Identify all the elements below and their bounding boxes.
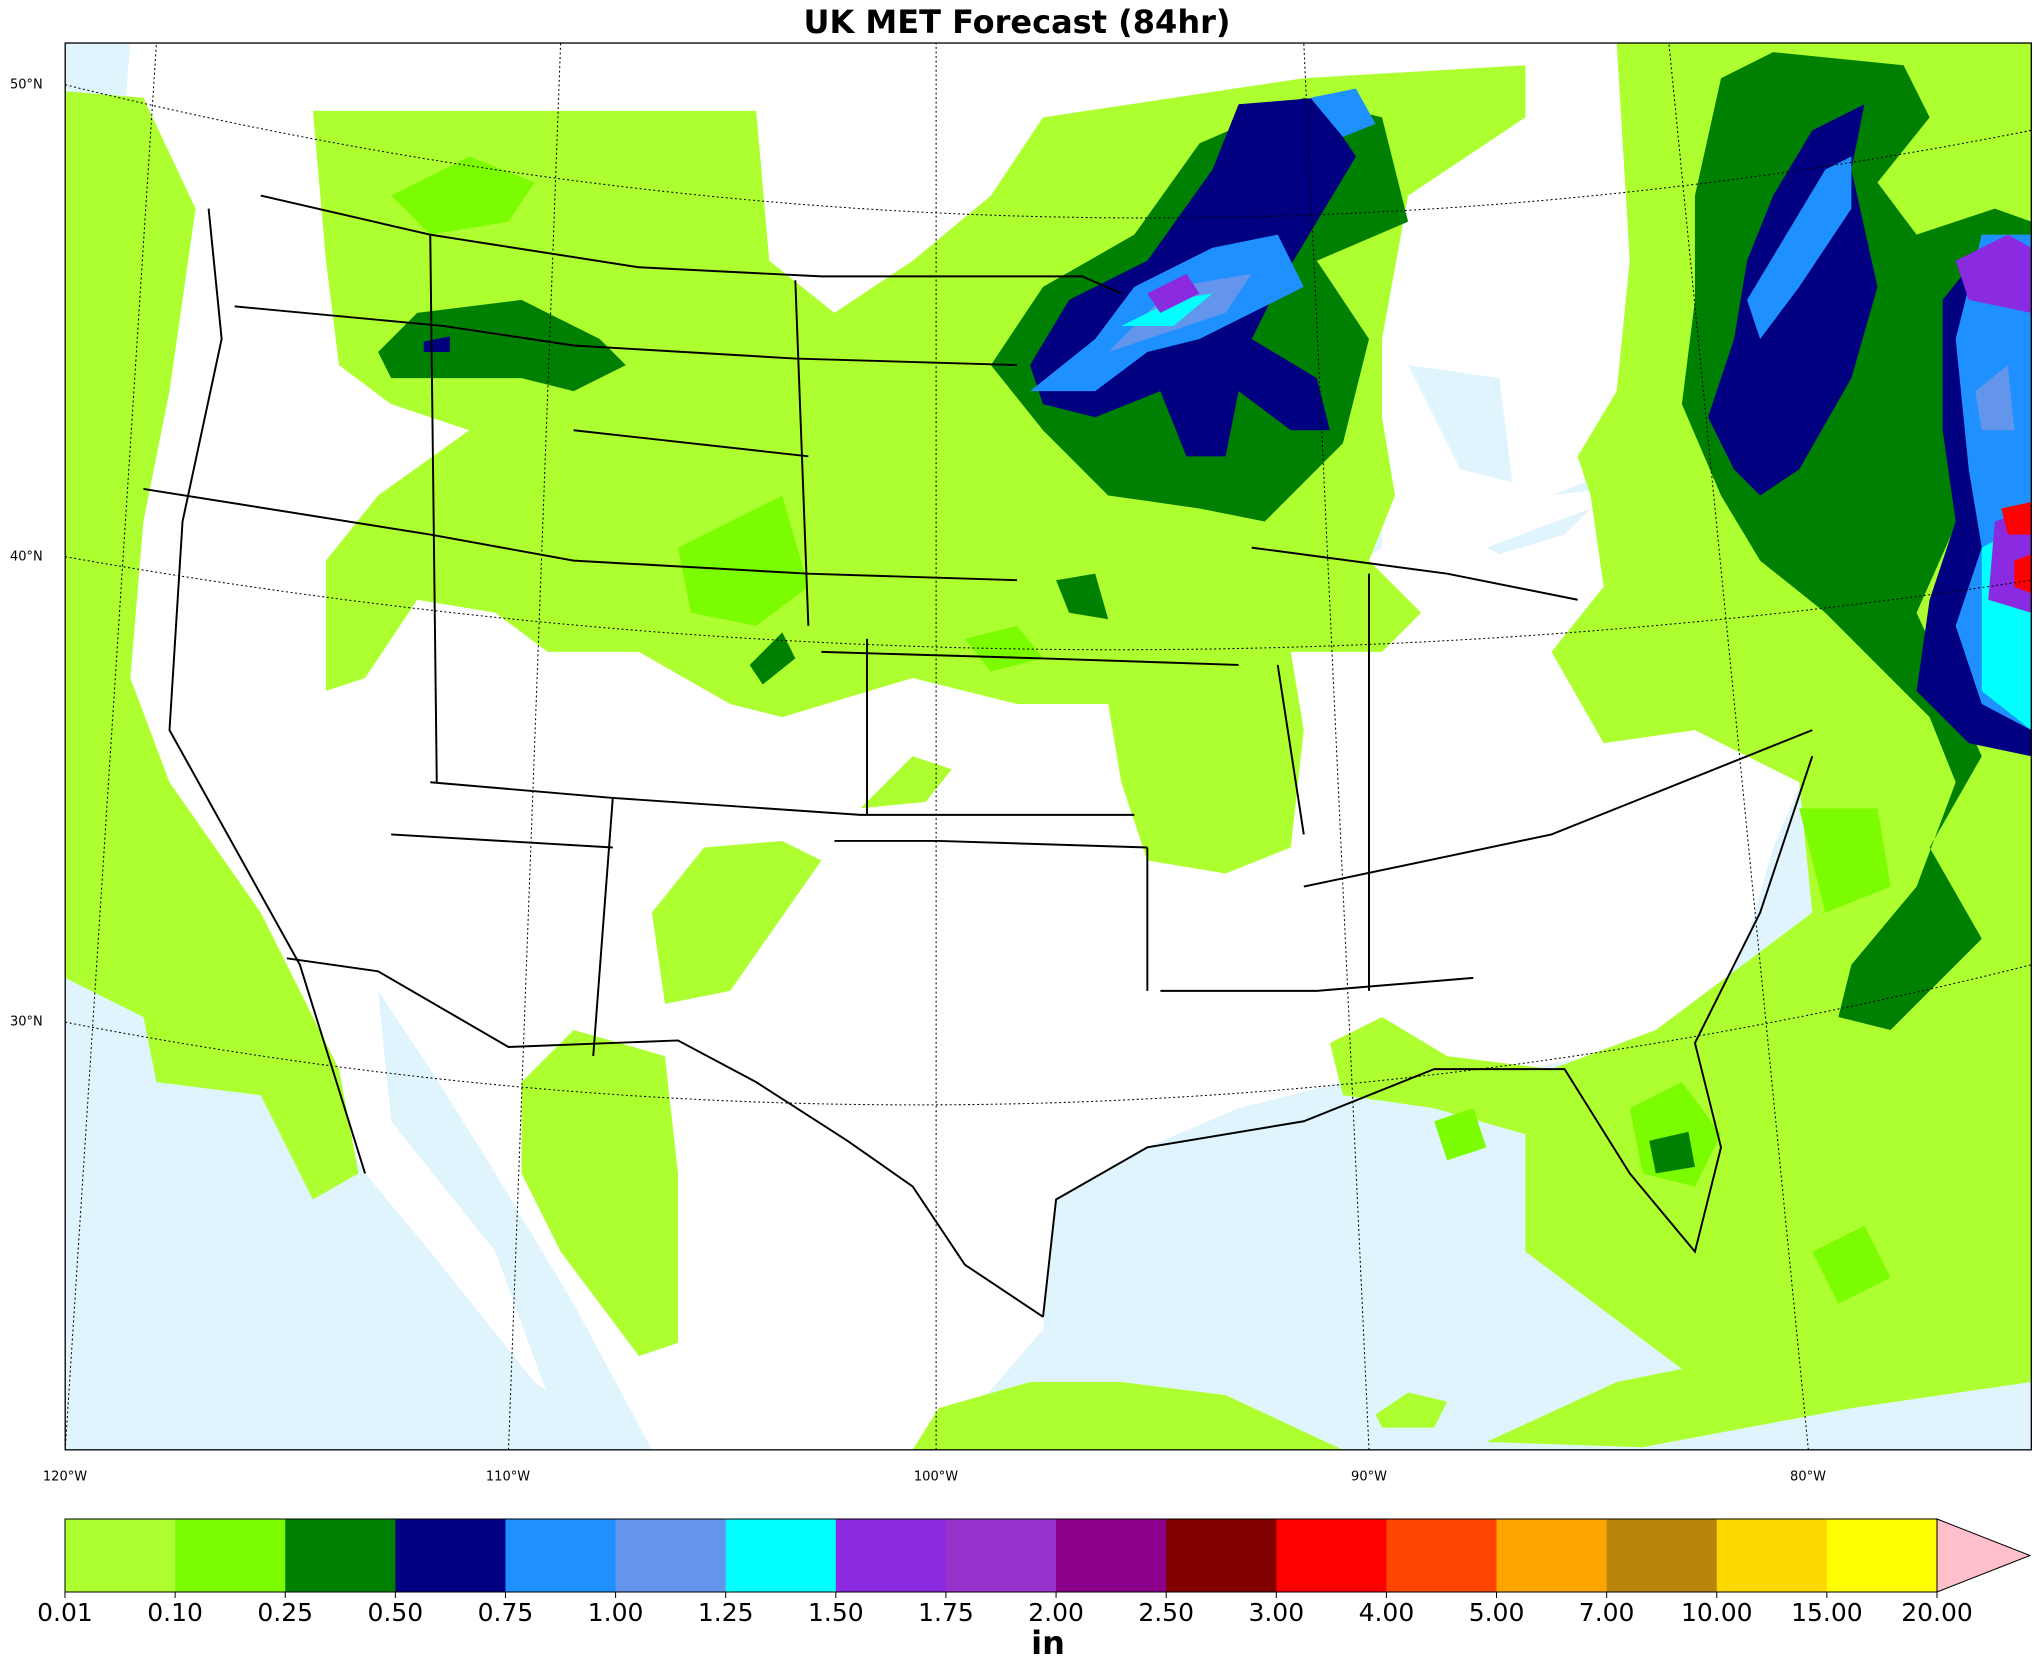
colorbar-segment [1386, 1519, 1498, 1592]
colorbar-segment [175, 1519, 286, 1592]
lat-label: 30°N [10, 1015, 43, 1030]
colorbar-segment [1496, 1519, 1608, 1592]
lon-label: 110°W [486, 1470, 530, 1485]
colorbar-tick-label: 0.50 [368, 1598, 424, 1627]
colorbar-tick-label: 0.75 [478, 1598, 534, 1627]
colorbar-segment [285, 1519, 396, 1592]
map [64, 42, 2032, 1451]
colorbar-segment [1826, 1519, 1938, 1592]
colorbar-tick-label: 3.00 [1248, 1598, 1304, 1627]
colorbar-tick-label: 0.01 [37, 1598, 93, 1627]
borders [143, 194, 1814, 1318]
colorbar-tick-label: 2.50 [1138, 1598, 1194, 1627]
colorbar-tick-label: 20.00 [1901, 1598, 1973, 1627]
colorbar-tick-label: 5.00 [1469, 1598, 1525, 1627]
colorbar-tick-label: 15.00 [1791, 1598, 1863, 1627]
colorbar-tick-label: 1.50 [808, 1598, 864, 1627]
colorbar-tick-label: 4.00 [1359, 1598, 1415, 1627]
colorbar-tick-label: 0.25 [257, 1598, 313, 1627]
colorbar-tick-label: 1.25 [698, 1598, 754, 1627]
lat-label: 50°N [10, 78, 43, 93]
colorbar-segment [395, 1519, 506, 1592]
colorbar-segment [1716, 1519, 1828, 1592]
colorbar-label: in [1031, 1624, 1065, 1662]
colorbar-tick-label: 0.10 [147, 1598, 203, 1627]
lon-labels: 120°W 110°W 100°W 90°W 80°W [43, 1470, 1826, 1485]
colorbar-segment [1276, 1519, 1387, 1592]
colorbar-tick-label: 1.00 [588, 1598, 644, 1627]
lon-label: 120°W [43, 1470, 87, 1485]
colorbar-segment [945, 1519, 1057, 1592]
colorbar: 0.01 0.10 0.25 0.50 0.75 1.00 1.25 1.50 1.75 2.00… [37, 1518, 2032, 1627]
graticule [65, 43, 2032, 1450]
lat-label: 40°N [10, 550, 43, 565]
colorbar-tick-label: 10.00 [1681, 1598, 1753, 1627]
colorbar-extension [1936, 1518, 2032, 1593]
title: UK MET Forecast (84hr) [803, 3, 1230, 41]
lon-label: 80°W [1790, 1470, 1826, 1485]
colorbar-segment [615, 1519, 727, 1592]
colorbar-segment [835, 1519, 947, 1592]
lon-label: 90°W [1351, 1470, 1387, 1485]
lon-label: 100°W [914, 1470, 958, 1485]
colorbar-segment [1166, 1519, 1277, 1592]
precipitation [65, 43, 2032, 1450]
colorbar-segment [65, 1519, 176, 1592]
map-frame [64, 42, 2032, 1451]
colorbar-segment [1606, 1519, 1718, 1592]
colorbar-segment [1056, 1519, 1167, 1592]
colorbar-segment [505, 1519, 617, 1592]
lat-labels: 50°N 40°N 30°N [10, 78, 43, 1030]
colorbar-tick-label: 2.00 [1028, 1598, 1084, 1627]
colorbar-tick-label: 7.00 [1579, 1598, 1635, 1627]
colorbar-tick-label: 1.75 [918, 1598, 974, 1627]
colorbar-segment [725, 1519, 837, 1592]
colorbar-frame [64, 1518, 1938, 1593]
